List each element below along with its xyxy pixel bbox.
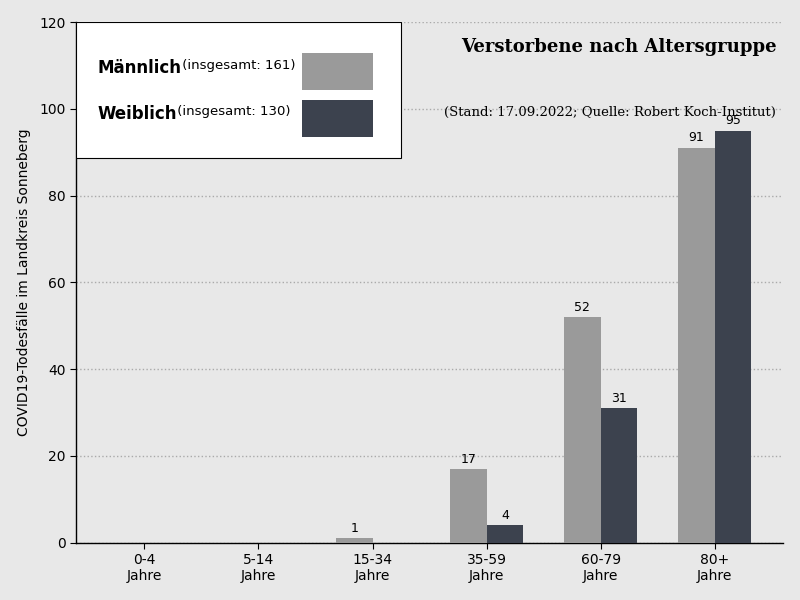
Text: (insgesamt: 130): (insgesamt: 130) — [174, 106, 291, 118]
FancyBboxPatch shape — [76, 22, 402, 158]
Text: 31: 31 — [611, 392, 626, 405]
Text: Männlich: Männlich — [97, 59, 181, 77]
Bar — [302, 53, 373, 90]
Bar — [714, 131, 751, 543]
Bar — [302, 100, 373, 137]
Bar — [486, 526, 523, 543]
Text: (Stand: 17.09.2022; Quelle: Robert Koch-Institut): (Stand: 17.09.2022; Quelle: Robert Koch-… — [444, 106, 776, 118]
Bar — [450, 469, 486, 543]
Text: Verstorbene nach Altersgruppe: Verstorbene nach Altersgruppe — [461, 38, 776, 56]
Bar — [336, 538, 373, 543]
Bar — [601, 408, 637, 543]
Text: 17: 17 — [461, 452, 476, 466]
Bar — [678, 148, 714, 543]
Text: 91: 91 — [689, 131, 704, 145]
Y-axis label: COVID19-Todesfälle im Landkreis Sonneberg: COVID19-Todesfälle im Landkreis Sonneber… — [17, 128, 30, 436]
Text: Weiblich: Weiblich — [97, 106, 177, 124]
Text: 1: 1 — [350, 522, 358, 535]
Text: 4: 4 — [501, 509, 509, 522]
Text: 95: 95 — [725, 114, 741, 127]
Bar — [564, 317, 601, 543]
Text: 52: 52 — [574, 301, 590, 314]
Text: (insgesamt: 161): (insgesamt: 161) — [178, 59, 296, 71]
